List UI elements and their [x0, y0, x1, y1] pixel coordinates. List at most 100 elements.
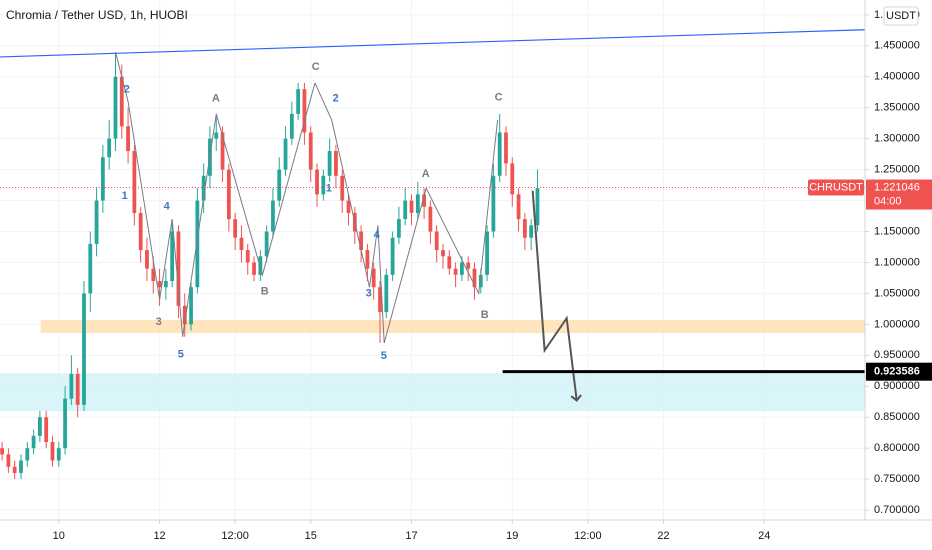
candle-body	[69, 373, 74, 399]
y-tick-label: 1.450000	[874, 40, 920, 52]
wave-label: 5	[381, 350, 387, 362]
projection-path	[531, 190, 582, 402]
candle-body	[151, 268, 156, 282]
candle-body	[466, 262, 471, 269]
candle-body	[157, 281, 162, 288]
candle-body	[289, 113, 294, 139]
candle-body	[50, 442, 55, 461]
wave-line	[314, 82, 385, 343]
candle-body	[107, 138, 112, 158]
candle-body	[176, 231, 181, 306]
countdown-label: 04:00	[874, 195, 902, 207]
zones	[0, 320, 865, 412]
zone	[40, 320, 865, 334]
y-tick-label: 1.150000	[874, 225, 920, 237]
candle-body	[25, 448, 30, 461]
wave-label: 2	[124, 84, 130, 96]
candle-body	[132, 151, 137, 213]
last-price-label: 1.221046	[874, 181, 920, 193]
trendline	[0, 29, 866, 58]
candle-body	[315, 169, 319, 195]
y-tick-label: 0.700000	[874, 504, 920, 516]
last-price-badge	[866, 179, 932, 210]
candle-body	[472, 268, 477, 288]
wave-label: A	[422, 168, 430, 180]
wave-label: B	[481, 309, 489, 321]
candle-body	[163, 281, 168, 288]
y-tick-label: 1.050000	[874, 287, 920, 299]
candle-body	[510, 163, 515, 195]
x-tick-label: 22	[657, 530, 669, 542]
grid	[0, 0, 865, 520]
candle-body	[189, 287, 193, 325]
candle-body	[94, 200, 99, 244]
candle-body	[409, 200, 414, 213]
candle-body	[453, 268, 458, 275]
x-tick-label: 19	[506, 530, 518, 542]
x-tick-label: 12:00	[221, 530, 249, 542]
candle-body	[19, 460, 23, 473]
y-tick-label: 0.900000	[874, 380, 920, 392]
y-tick-label: 1.400000	[874, 71, 920, 83]
candle-body	[378, 287, 382, 312]
zone	[0, 373, 865, 412]
x-tick-label: 17	[405, 530, 417, 542]
y-tick-label: 1.100000	[874, 256, 920, 268]
candle-body	[321, 175, 326, 195]
candle-body	[302, 89, 307, 133]
candle-body	[504, 132, 508, 164]
candle-body	[390, 237, 395, 275]
candle-body	[403, 200, 408, 220]
y-tick-label: 0.950000	[874, 349, 920, 361]
candle-body	[214, 132, 219, 139]
x-tick-label: 15	[305, 530, 317, 542]
candle-body	[491, 175, 496, 232]
wave-label: 5	[178, 349, 184, 361]
y-tick-label: 0.800000	[874, 442, 920, 454]
candle-body	[119, 76, 124, 127]
candle-body	[88, 243, 93, 294]
candle-body	[233, 219, 238, 238]
candle-body	[422, 194, 426, 207]
candle-body	[245, 250, 250, 263]
wave-label: 4	[164, 201, 171, 213]
candle-body	[277, 169, 282, 201]
candle-body	[38, 417, 42, 436]
candle-body	[327, 151, 332, 176]
candle-body	[460, 262, 464, 275]
candle-body	[82, 293, 86, 405]
wave-label: C	[312, 61, 320, 73]
candle-body	[63, 398, 67, 449]
candle-body	[201, 175, 206, 201]
candle-body	[145, 250, 149, 269]
candle-body	[365, 250, 370, 269]
wave-label: 2	[333, 92, 339, 104]
wave-line	[383, 120, 499, 344]
candle-body	[384, 274, 389, 312]
wave-label: 3	[366, 287, 372, 299]
candle-body	[522, 219, 527, 238]
wave-label: A	[212, 92, 220, 104]
candle-body	[296, 89, 301, 114]
candle-body	[258, 256, 263, 275]
currency-label: USDT	[886, 10, 916, 22]
drawings: 2 1 4 3 5 A B C 2 1 4 3 5 A B C	[0, 29, 866, 402]
wave-label: 3	[156, 316, 162, 328]
x-tick-label: 10	[53, 530, 65, 542]
candle-body	[195, 200, 200, 288]
candle-body	[434, 231, 439, 251]
candle-body	[346, 200, 351, 213]
y-tick-label: 0.750000	[874, 473, 920, 485]
candle-body	[529, 225, 534, 238]
target-badge	[866, 362, 932, 381]
candle-body	[6, 454, 11, 467]
x-tick-label: 12	[153, 530, 165, 542]
y-tick-label: 1.350000	[874, 102, 920, 114]
candle-body	[516, 194, 521, 220]
candle-body	[264, 231, 269, 257]
candle-body	[340, 175, 345, 201]
symbol-badge	[808, 179, 864, 196]
candle-body	[31, 435, 36, 449]
